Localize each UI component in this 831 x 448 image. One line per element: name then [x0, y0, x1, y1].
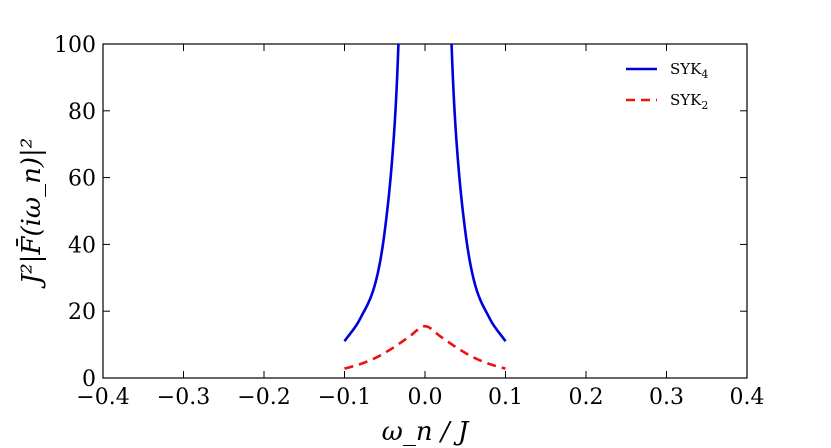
legend-label-syk4: SYK4	[670, 60, 708, 81]
y-tick-label: 80	[68, 100, 96, 125]
y-axis-label: J²|F̄(iω_n)|²	[15, 138, 47, 289]
series-line-syk4	[343, 44, 400, 343]
ticks: −0.4 −0.3 −0.2 −0.1 0.0 0.1 0.2 0.3 0.4 0 20 40 60 80…	[54, 33, 765, 410]
y-tick-label: 20	[68, 300, 96, 325]
x-tick-label: −0.1	[318, 385, 371, 410]
x-tick-label: −0.3	[157, 385, 210, 410]
series-line-syk4	[450, 44, 507, 343]
x-axis-label: ω_n / J	[382, 417, 470, 447]
legend: SYK4 SYK2	[626, 60, 708, 112]
x-tick-label: 0.2	[569, 385, 604, 410]
x-tick-label: 0.1	[488, 385, 523, 410]
x-tick-label: 0.4	[730, 385, 765, 410]
x-tick-label: −0.2	[237, 385, 290, 410]
y-tick-label: 60	[68, 167, 96, 192]
plot-frame	[102, 43, 748, 379]
y-tick-label: 0	[82, 367, 96, 392]
x-tick-label: 0.0	[408, 385, 443, 410]
series-line-syk2	[344, 324, 506, 370]
y-tick-label: 40	[68, 233, 96, 258]
legend-label-syk2: SYK2	[670, 91, 708, 112]
x-tick-label: −0.4	[76, 385, 129, 410]
y-tick-label: 100	[54, 33, 96, 58]
series-layer	[343, 44, 507, 370]
x-tick-label: 0.3	[649, 385, 684, 410]
